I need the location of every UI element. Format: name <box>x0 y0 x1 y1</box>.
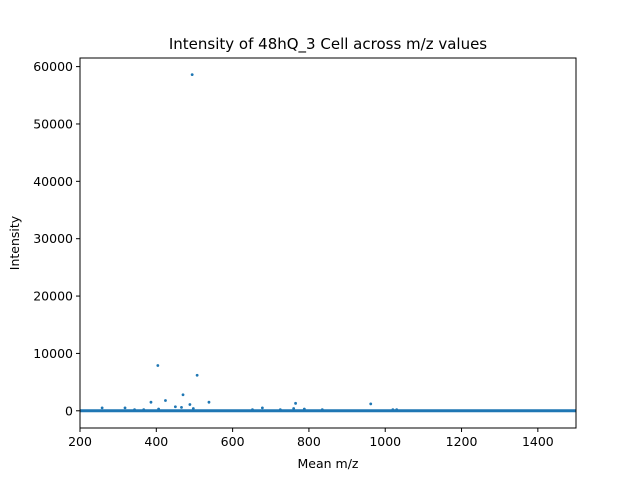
data-point <box>391 408 395 412</box>
y-axis-label: Intensity <box>7 215 22 270</box>
data-point <box>164 399 167 402</box>
data-point <box>302 407 306 411</box>
data-point <box>369 402 373 406</box>
x-tick-label: 1000 <box>369 434 401 449</box>
y-axis-ticks: 0 10000 20000 30000 40000 50000 60000 <box>33 59 80 418</box>
data-point <box>181 393 185 397</box>
data-point <box>188 403 192 406</box>
data-point <box>149 400 153 404</box>
x-tick-label: 1400 <box>522 434 554 449</box>
data-point <box>195 373 199 377</box>
data-point <box>294 401 297 405</box>
data-point <box>100 406 104 410</box>
data-point <box>142 408 146 412</box>
data-point <box>260 406 264 410</box>
data-point <box>190 73 194 77</box>
y-tick-label: 40000 <box>33 174 73 189</box>
x-tick-label: 600 <box>221 434 245 449</box>
data-point <box>395 408 399 412</box>
data-point <box>207 400 211 404</box>
data-point <box>292 407 296 410</box>
y-tick-label: 60000 <box>33 59 73 74</box>
data-point <box>157 407 161 411</box>
data-point <box>191 407 195 410</box>
x-axis-label: Mean m/z <box>298 456 359 471</box>
data-point <box>180 405 183 409</box>
data-point <box>278 408 282 412</box>
plot-frame <box>79 57 577 429</box>
y-tick-label: 20000 <box>33 289 73 304</box>
y-tick-label: 30000 <box>33 231 73 246</box>
data-point <box>251 408 254 412</box>
y-tick-label: 50000 <box>33 116 73 131</box>
chart-title: Intensity of 48hQ_3 Cell across m/z valu… <box>169 35 487 54</box>
data-point <box>133 408 136 412</box>
x-tick-label: 1200 <box>446 434 478 449</box>
data-point <box>320 408 324 412</box>
x-tick-label: 200 <box>68 434 92 449</box>
y-tick-label: 10000 <box>33 346 73 361</box>
data-point <box>173 405 177 409</box>
data-point <box>123 406 127 410</box>
points-layer <box>100 73 399 412</box>
data-point <box>156 364 160 367</box>
x-tick-label: 400 <box>144 434 168 449</box>
y-tick-label: 0 <box>65 403 73 418</box>
x-tick-label: 800 <box>297 434 321 449</box>
x-axis-ticks: 200 400 600 800 1000 1200 1400 <box>68 428 554 449</box>
